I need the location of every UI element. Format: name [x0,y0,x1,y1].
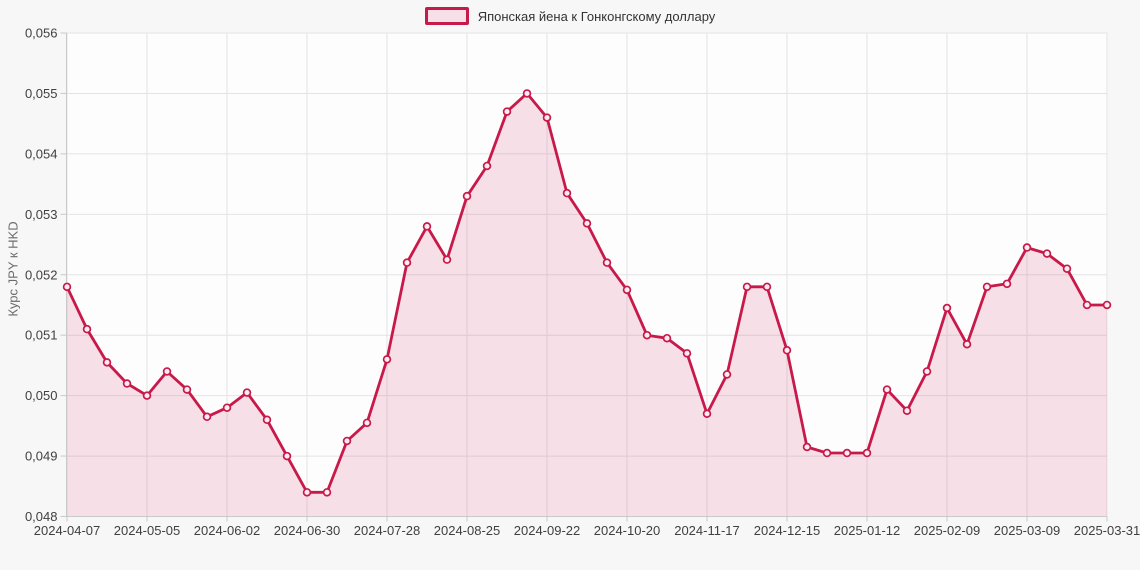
data-point[interactable] [662,333,672,343]
data-point[interactable] [942,303,952,313]
data-point[interactable] [1042,249,1052,258]
data-point[interactable] [882,385,892,394]
data-point[interactable] [802,442,812,452]
data-point[interactable] [202,412,212,422]
legend-swatch-icon [424,7,469,25]
legend[interactable]: Японская йена к Гонконгскому доллару [0,7,1140,25]
data-point[interactable] [1102,300,1112,310]
y-tick-label: 0,051 [25,328,58,343]
series-area [66,93,1107,517]
data-point[interactable] [962,340,972,349]
x-tick-label: 2024-10-20 [594,523,661,538]
data-point[interactable] [642,330,652,340]
data-point[interactable] [282,451,292,461]
data-point[interactable] [602,258,612,267]
data-point[interactable] [902,406,912,415]
data-point[interactable] [322,488,332,497]
data-point[interactable] [522,89,532,98]
x-tick-label: 2024-06-02 [194,523,261,538]
data-point[interactable] [702,409,712,419]
data-point[interactable] [342,436,352,446]
data-point[interactable] [222,403,232,412]
y-tick-label: 0,049 [25,449,58,464]
x-tick-label: 2024-06-30 [274,523,341,538]
data-point[interactable] [162,367,172,376]
data-point[interactable] [582,219,592,228]
data-point[interactable] [402,258,412,267]
data-point[interactable] [742,282,752,292]
data-point[interactable] [262,415,272,425]
x-tick-label: 2024-12-15 [754,523,821,538]
y-tick-label: 0,054 [25,146,58,161]
x-tick-label: 2024-05-05 [114,523,181,538]
data-point[interactable] [442,255,452,264]
y-tick-label: 0,055 [25,86,58,101]
x-tick-label: 2025-02-09 [914,523,981,538]
data-point[interactable] [1022,243,1032,252]
y-tick-label: 0,048 [25,509,58,524]
data-point[interactable] [842,448,852,458]
data-point[interactable] [242,388,252,397]
x-tick-label: 2024-11-17 [674,523,740,538]
data-point[interactable] [1002,279,1012,289]
x-tick-label: 2025-01-12 [834,523,901,538]
x-tick-label: 2024-07-28 [354,523,421,538]
data-point[interactable] [922,367,932,376]
data-point[interactable] [782,346,792,355]
data-point[interactable] [142,391,152,400]
data-point[interactable] [182,385,192,394]
data-point[interactable] [482,161,492,171]
x-tick-label: 2024-04-07 [34,523,101,538]
data-point[interactable] [62,282,72,292]
data-point[interactable] [622,285,632,295]
data-point[interactable] [362,418,372,428]
data-point[interactable] [382,355,392,364]
y-tick-label: 0,052 [25,267,58,282]
legend-label: Японская йена к Гонконгскому доллару [477,8,716,24]
data-point[interactable] [822,448,832,458]
x-tick-label: 2024-08-25 [434,523,501,538]
data-point[interactable] [102,358,112,367]
data-point[interactable] [1062,264,1072,273]
data-point[interactable] [462,191,472,201]
data-point[interactable] [502,107,512,116]
data-point[interactable] [82,324,92,334]
data-point[interactable] [762,282,772,292]
y-tick-label: 0,050 [25,388,58,403]
data-point[interactable] [682,349,692,358]
x-tick-label: 2025-03-09 [994,523,1061,538]
data-point[interactable] [422,222,432,231]
x-tick-label: 2025-03-31 [1074,523,1140,538]
data-point[interactable] [562,188,572,198]
y-tick-label: 0,053 [25,207,58,222]
data-point[interactable] [122,379,132,388]
data-point[interactable] [862,448,872,458]
data-point[interactable] [542,113,552,122]
data-point[interactable] [302,488,312,497]
data-point[interactable] [722,370,732,379]
y-tick-label: 0,056 [25,26,58,41]
x-tick-label: 2024-09-22 [514,523,581,538]
data-point[interactable] [982,282,992,292]
data-point[interactable] [1082,300,1092,310]
